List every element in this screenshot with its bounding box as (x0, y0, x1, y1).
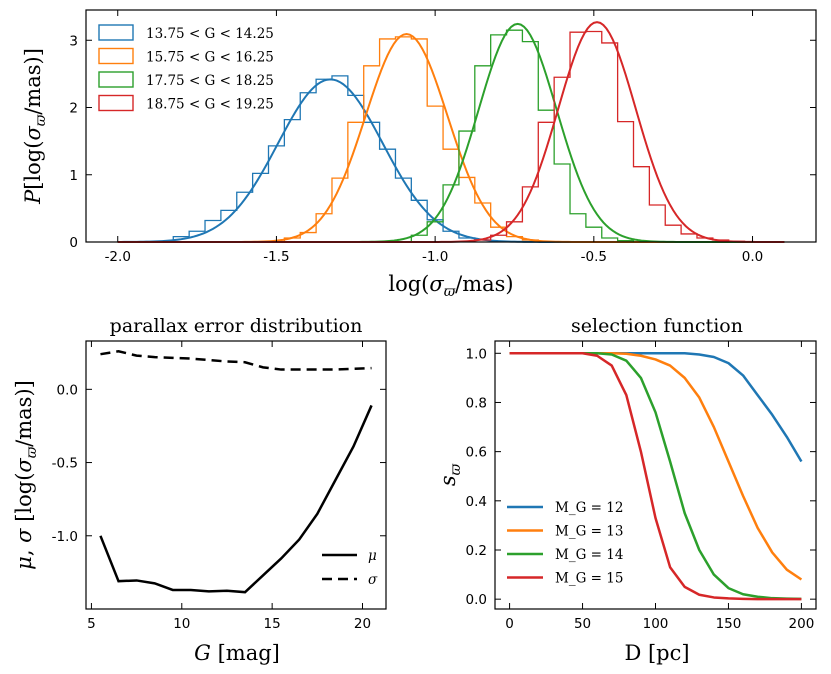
top-xtick-label: -1.5 (263, 249, 289, 265)
top-legend-swatch-0 (98, 24, 134, 41)
right-ytick-label: 0.2 (466, 543, 487, 559)
right-legend: M_G = 12 M_G = 13 M_G = 14 M_G = 15 (507, 500, 623, 587)
right-ytick-label: 0.6 (466, 445, 487, 461)
top-plot-frame (85, 9, 817, 243)
top-legend-label-2: 17.75 < G < 18.25 (146, 73, 274, 89)
right-ytick-label: 1.0 (466, 346, 487, 362)
left-xlabel: G [mag] (194, 641, 280, 665)
right-legend-label-3: M_G = 15 (555, 571, 623, 587)
left-xtick-label: 15 (264, 616, 281, 632)
left-xtick-label: 5 (87, 616, 96, 632)
top-ticks: -2.0 -1.5 -1.0 -0.5 0.0 0 1 2 3 (69, 10, 816, 265)
right-curve-1 (509, 352, 803, 581)
right-title: selection function (571, 315, 743, 337)
top-ytick-label: 0 (69, 235, 78, 251)
right-ytick-label: 0.4 (466, 494, 487, 510)
left-panel: parallax error distribution 5 10 15 20 -1.0 -… (12, 315, 387, 665)
top-ytick-label: 1 (69, 168, 78, 184)
left-ytick-label: -1.0 (52, 529, 78, 545)
left-title: parallax error distribution (110, 315, 363, 337)
left-xtick-label: 20 (354, 616, 371, 632)
right-curve-0 (509, 352, 803, 463)
right-ticks: 0 50 100 150 200 0.0 0.2 0.4 0.6 0.8 1.0 (466, 341, 816, 632)
left-ylabel: μ, σ [log(σϖ/mas)] (12, 380, 40, 570)
top-xtick-label: -2.0 (105, 249, 131, 265)
left-line-sigma (100, 349, 372, 371)
top-legend-swatch-1 (98, 47, 134, 65)
top-histogram-2 (410, 29, 635, 242)
right-legend-label-0: M_G = 12 (555, 500, 623, 516)
top-xlabel: log(σϖ/mas) (388, 272, 513, 300)
left-xtick-label: 10 (173, 616, 190, 632)
left-ytick-label: 0.0 (57, 382, 78, 398)
top-legend-label-0: 13.75 < G < 14.25 (146, 26, 274, 42)
top-histogram-0 (172, 75, 476, 242)
right-curve-3 (509, 352, 802, 601)
top-legend-label-3: 18.75 < G < 19.25 (146, 97, 274, 113)
top-legend-swatch-3 (98, 94, 134, 112)
right-xtick-label: 0 (505, 616, 514, 632)
top-xtick-label: -1.0 (422, 249, 448, 265)
top-ytick-label: 2 (69, 101, 78, 117)
left-line-mu (99, 404, 373, 594)
top-ylabel: P[log(σϖ/mas)] (21, 48, 49, 205)
right-legend-label-1: M_G = 13 (555, 524, 623, 540)
right-ylabel: sϖ (436, 463, 464, 486)
right-xtick-label: 50 (574, 616, 591, 632)
right-ytick-label: 0.0 (466, 592, 487, 608)
right-series-layer (509, 352, 803, 601)
right-plot-frame (494, 340, 817, 610)
top-histogram-1 (283, 36, 539, 242)
right-xtick-label: 200 (789, 616, 815, 632)
top-panel: -2.0 -1.5 -1.0 -0.5 0.0 0 1 2 3 log(σϖ/mas) P[lo… (21, 9, 817, 300)
top-histogram-3 (474, 30, 746, 242)
left-series-layer (99, 349, 373, 594)
left-legend-label-0: μ (368, 548, 377, 564)
left-ytick-label: -0.5 (52, 456, 78, 472)
top-legend-swatch-2 (98, 71, 134, 88)
top-legend: 13.75 < G < 14.25 15.75 < G < 16.25 17.75 … (98, 24, 274, 113)
top-ytick-label: 3 (69, 33, 78, 49)
top-legend-label-1: 15.75 < G < 16.25 (146, 50, 274, 66)
right-curve-2 (509, 352, 802, 601)
right-ytick-label: 0.8 (466, 395, 487, 411)
left-legend: μσ (322, 548, 378, 588)
top-xtick-label: -0.5 (581, 249, 607, 265)
right-xtick-label: 100 (643, 616, 669, 632)
left-legend-label-1: σ (368, 572, 378, 588)
left-ticks: 5 10 15 20 -1.0 -0.5 0.0 (52, 341, 386, 632)
top-xtick-label: 0.0 (742, 249, 763, 265)
left-plot-frame (85, 340, 387, 610)
right-xtick-label: 150 (716, 616, 742, 632)
right-legend-label-2: M_G = 14 (555, 547, 623, 563)
right-panel: selection function 0 50 100 150 200 0.0 0.2 0.4… (436, 315, 817, 665)
right-xlabel: D [pc] (624, 641, 689, 665)
